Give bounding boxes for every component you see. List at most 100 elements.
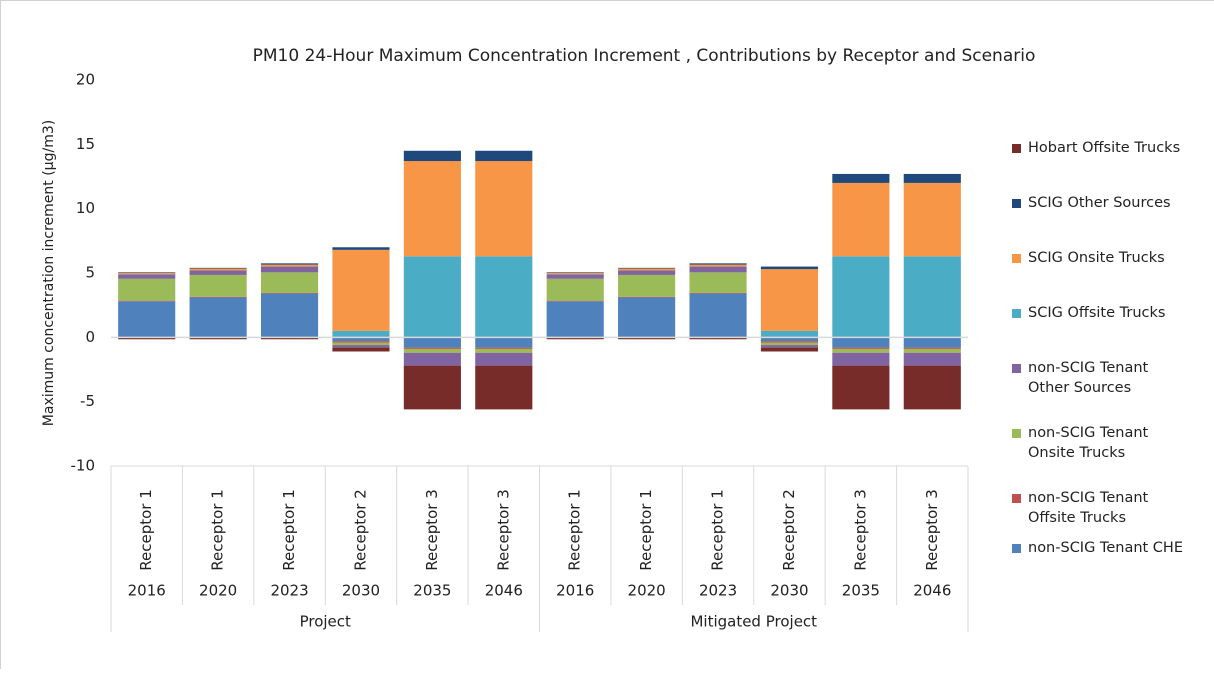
y-tick-label: 5 — [85, 264, 95, 282]
y-tick-label: 20 — [76, 71, 95, 89]
bar-segment — [689, 267, 746, 273]
x-year-label: 2035 — [413, 582, 451, 600]
bar-segment — [904, 348, 961, 349]
bar-segment — [904, 174, 961, 183]
bar-segment — [190, 275, 247, 297]
bar-segment — [404, 366, 461, 410]
bar-segment — [761, 348, 818, 352]
bar-segment — [261, 267, 318, 273]
bar-segment — [332, 348, 389, 352]
bar-segment — [404, 151, 461, 161]
bar-segment — [118, 273, 175, 274]
y-axis-label: Maximum concentration increment (µg/m3) — [41, 120, 57, 426]
legend-item: SCIG Other Sources — [1008, 193, 1171, 213]
x-tick-label: Receptor 3 — [423, 489, 441, 571]
bar-segment — [904, 183, 961, 256]
y-tick-label: 10 — [76, 199, 95, 217]
bar-segment — [475, 348, 532, 349]
y-tick-label: 15 — [76, 135, 95, 153]
bar-segment — [475, 256, 532, 337]
bar-segment — [261, 294, 318, 338]
bar-segment — [118, 301, 175, 337]
legend-swatch — [1012, 494, 1021, 503]
x-tick-label: Receptor 3 — [494, 489, 512, 571]
legend-swatch — [1012, 309, 1021, 318]
bar-segment — [475, 353, 532, 366]
legend-swatch — [1012, 429, 1021, 438]
bar-segment — [547, 272, 604, 273]
bar-segment — [618, 297, 675, 337]
bar-segment — [761, 269, 818, 331]
x-year-label: 2020 — [199, 582, 237, 600]
bar-segment — [832, 337, 889, 347]
bar-segment — [475, 337, 532, 347]
x-year-label: 2016 — [556, 582, 594, 600]
bar-segment — [904, 256, 961, 337]
bar-segment — [190, 297, 247, 337]
x-tick-label: Receptor 2 — [351, 489, 369, 571]
legend-item: non-SCIG Tenant Onsite Trucks — [1008, 423, 1188, 463]
bar-segment — [618, 297, 675, 298]
legend-label: SCIG Onsite Trucks — [1028, 250, 1165, 266]
bar-segment — [118, 272, 175, 273]
legend-label: SCIG Offsite Trucks — [1028, 305, 1165, 321]
bar-segment — [404, 161, 461, 256]
bar-segment — [904, 366, 961, 410]
bar-segment — [904, 337, 961, 347]
bar-segment — [689, 263, 746, 264]
bar-segment — [618, 268, 675, 270]
bar-segment — [832, 256, 889, 337]
x-year-label: 2030 — [342, 582, 380, 600]
legend-swatch — [1012, 144, 1021, 153]
x-year-label: 2046 — [485, 582, 523, 600]
bar-segment — [404, 349, 461, 353]
legend-item: SCIG Offsite Trucks — [1008, 303, 1165, 323]
legend-swatch — [1012, 544, 1021, 553]
x-year-label: 2023 — [270, 582, 308, 600]
legend-label: Hobart Offsite Trucks — [1028, 140, 1180, 156]
bar-segment — [332, 247, 389, 250]
bar-segment — [404, 353, 461, 366]
y-tick-label: 0 — [85, 328, 95, 346]
bar-segment — [404, 337, 461, 347]
bar-segment — [118, 301, 175, 302]
legend-label: non-SCIG Tenant Offsite Trucks — [1028, 490, 1148, 526]
x-year-label: 2035 — [842, 582, 880, 600]
bar-segment — [689, 293, 746, 294]
bar-segment — [475, 349, 532, 353]
bar-segment — [761, 331, 818, 337]
bar-segment — [547, 301, 604, 302]
bar-segment — [332, 331, 389, 337]
bar-segment — [832, 183, 889, 256]
bar-segment — [689, 265, 746, 267]
legend-swatch — [1012, 364, 1021, 373]
bar-segment — [761, 267, 818, 270]
x-tick-label: Receptor 2 — [780, 489, 798, 571]
bar-segment — [261, 293, 318, 294]
x-year-label: 2030 — [770, 582, 808, 600]
bar-segment — [332, 345, 389, 348]
bar-segment — [689, 294, 746, 338]
x-year-label: 2016 — [128, 582, 166, 600]
x-year-label: 2023 — [699, 582, 737, 600]
bar-segment — [904, 349, 961, 353]
bar-segment — [761, 342, 818, 345]
bar-segment — [547, 274, 604, 279]
bar-segment — [832, 349, 889, 353]
bar-segment — [475, 366, 532, 410]
x-tick-label: Receptor 1 — [637, 489, 655, 571]
bar-segment — [261, 263, 318, 264]
bar-segment — [118, 274, 175, 279]
bar-segment — [475, 151, 532, 161]
bar-segment — [190, 268, 247, 270]
legend-item: non-SCIG Tenant Other Sources — [1008, 358, 1188, 398]
bar-segment — [618, 270, 675, 275]
bar-segment — [761, 345, 818, 348]
bar-segment — [332, 341, 389, 342]
legend-item: non-SCIG Tenant CHE — [1008, 538, 1183, 558]
bar-segment — [261, 265, 318, 267]
bar-segment — [689, 272, 746, 293]
x-tick-label: Receptor 1 — [209, 489, 227, 571]
